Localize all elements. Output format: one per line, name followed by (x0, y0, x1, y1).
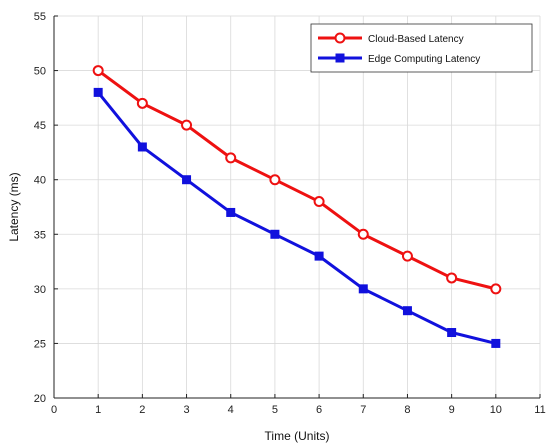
point-edge (314, 251, 324, 261)
point-edge (226, 207, 236, 217)
axes (53, 15, 541, 399)
point-cloud (446, 272, 458, 284)
point-edge (270, 229, 280, 239)
y-tick-label: 30 (34, 284, 46, 296)
point-cloud (136, 97, 148, 109)
point-cloud (490, 283, 502, 295)
y-axis-label: Latency (ms) (7, 172, 21, 241)
y-tick-label: 45 (34, 120, 46, 132)
series-line-edge (97, 91, 497, 345)
x-tick-label: 6 (316, 404, 322, 416)
point-cloud (357, 228, 369, 240)
x-tick-label: 10 (490, 404, 502, 416)
y-tick-label: 55 (34, 11, 46, 23)
point-cloud (225, 152, 237, 164)
x-tick-label: 11 (534, 404, 545, 416)
series-group (92, 65, 502, 348)
x-tick-label: 1 (95, 404, 101, 416)
legend-marker-edge (335, 53, 345, 63)
legend-marker-cloud (334, 32, 346, 44)
point-edge (358, 284, 368, 294)
point-cloud (181, 119, 193, 131)
legend: Cloud-Based Latency Edge Computing Laten… (310, 23, 533, 73)
point-edge (402, 306, 412, 316)
x-tick-label: 7 (360, 404, 366, 416)
x-tick-label: 3 (183, 404, 189, 416)
point-cloud (92, 65, 104, 77)
point-edge (447, 328, 457, 338)
series-line-cloud (97, 69, 497, 291)
x-tick-label: 5 (272, 404, 278, 416)
point-edge (182, 175, 192, 185)
y-tick-label: 35 (34, 229, 46, 241)
legend-box (310, 23, 533, 73)
point-cloud (269, 174, 281, 186)
y-tick-label: 50 (34, 66, 46, 78)
x-tick-label: 0 (51, 404, 57, 416)
x-axis-label: Time (Units) (265, 429, 330, 443)
point-edge (93, 87, 103, 97)
x-tick-label: 2 (139, 404, 145, 416)
point-edge (137, 142, 147, 152)
legend-label-cloud: Cloud-Based Latency (368, 34, 464, 45)
x-tick-label: 4 (228, 404, 234, 416)
point-edge (491, 338, 501, 348)
y-tick-label: 20 (34, 393, 46, 405)
point-cloud (313, 196, 325, 208)
x-tick-label: 9 (449, 404, 455, 416)
legend-label-edge: Edge Computing Latency (368, 54, 480, 65)
point-cloud (401, 250, 413, 262)
y-tick-label: 25 (34, 338, 46, 350)
x-tick-label: 8 (404, 404, 410, 416)
y-tick-label: 40 (34, 175, 46, 187)
plot-area (54, 16, 540, 398)
